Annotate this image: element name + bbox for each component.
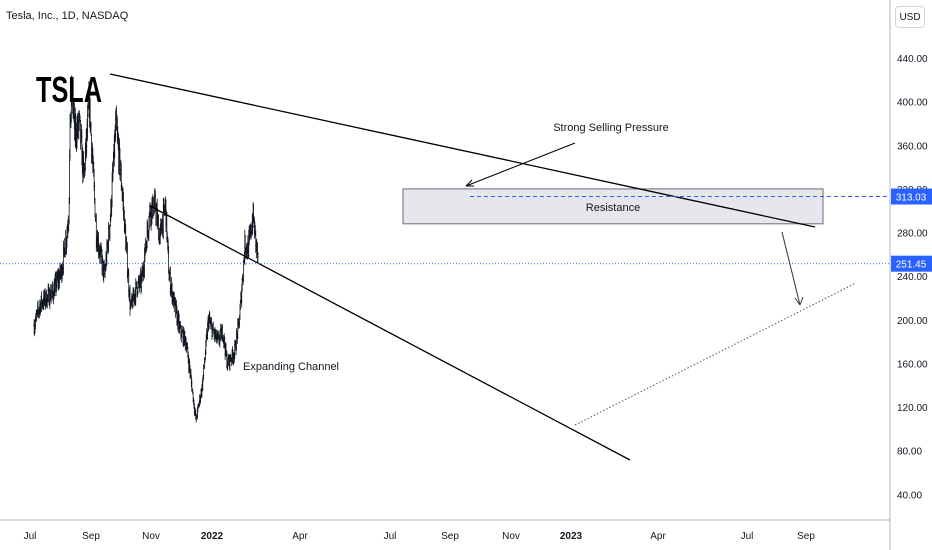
- x-tick-label: Jul: [24, 531, 37, 542]
- x-tick-label: Apr: [650, 531, 666, 542]
- chart-header: Tesla, Inc., 1D, NASDAQ: [6, 10, 129, 22]
- y-tick-label: 160.00: [897, 359, 928, 370]
- x-tick-label: Sep: [441, 531, 459, 542]
- x-tick-label: Nov: [502, 531, 520, 542]
- x-tick-label: Jul: [741, 531, 754, 542]
- x-tick-label: 2022: [201, 531, 224, 542]
- current-price-badge: 251.45: [896, 260, 927, 271]
- lower-trendline[interactable]: [149, 205, 631, 461]
- x-tick-label: 2023: [560, 531, 583, 542]
- x-tick-label: Sep: [82, 531, 100, 542]
- y-tick-label: 280.00: [897, 229, 928, 240]
- upper-trendline[interactable]: [109, 73, 816, 228]
- ticker-label: TSLA: [36, 69, 102, 110]
- y-tick-label: 40.00: [897, 490, 922, 501]
- selling-arrow-head: [465, 179, 474, 187]
- dotted-support-line[interactable]: [574, 282, 857, 426]
- resistance-zone[interactable]: [402, 188, 824, 225]
- resistance-price-badge: 313.03: [896, 193, 927, 204]
- x-tick-label: Nov: [142, 531, 160, 542]
- strong-selling-label: Strong Selling Pressure: [553, 122, 669, 134]
- currency-selector[interactable]: USD: [895, 6, 925, 28]
- x-tick-label: Jul: [384, 531, 397, 542]
- drop-arrow-line[interactable]: [781, 231, 801, 306]
- drop-arrow-head: [794, 296, 804, 306]
- candles: [33, 75, 259, 423]
- y-tick-label: 360.00: [897, 141, 928, 152]
- y-tick-label: 400.00: [897, 98, 928, 109]
- resistance-price-badge-bg: [891, 188, 932, 205]
- current-price-badge-bg: [891, 255, 932, 272]
- y-tick-label: 200.00: [897, 316, 928, 327]
- y-tick-label: 80.00: [897, 447, 922, 458]
- x-tick-label: Apr: [292, 531, 308, 542]
- y-tick-label: 440.00: [897, 54, 928, 65]
- y-tick-label: 120.00: [897, 403, 928, 414]
- y-tick-label: 240.00: [897, 272, 928, 283]
- resistance-label: Resistance: [586, 202, 640, 214]
- selling-arrow-line[interactable]: [465, 142, 576, 187]
- expanding-channel-label: Expanding Channel: [243, 361, 339, 373]
- x-tick-label: Sep: [797, 531, 815, 542]
